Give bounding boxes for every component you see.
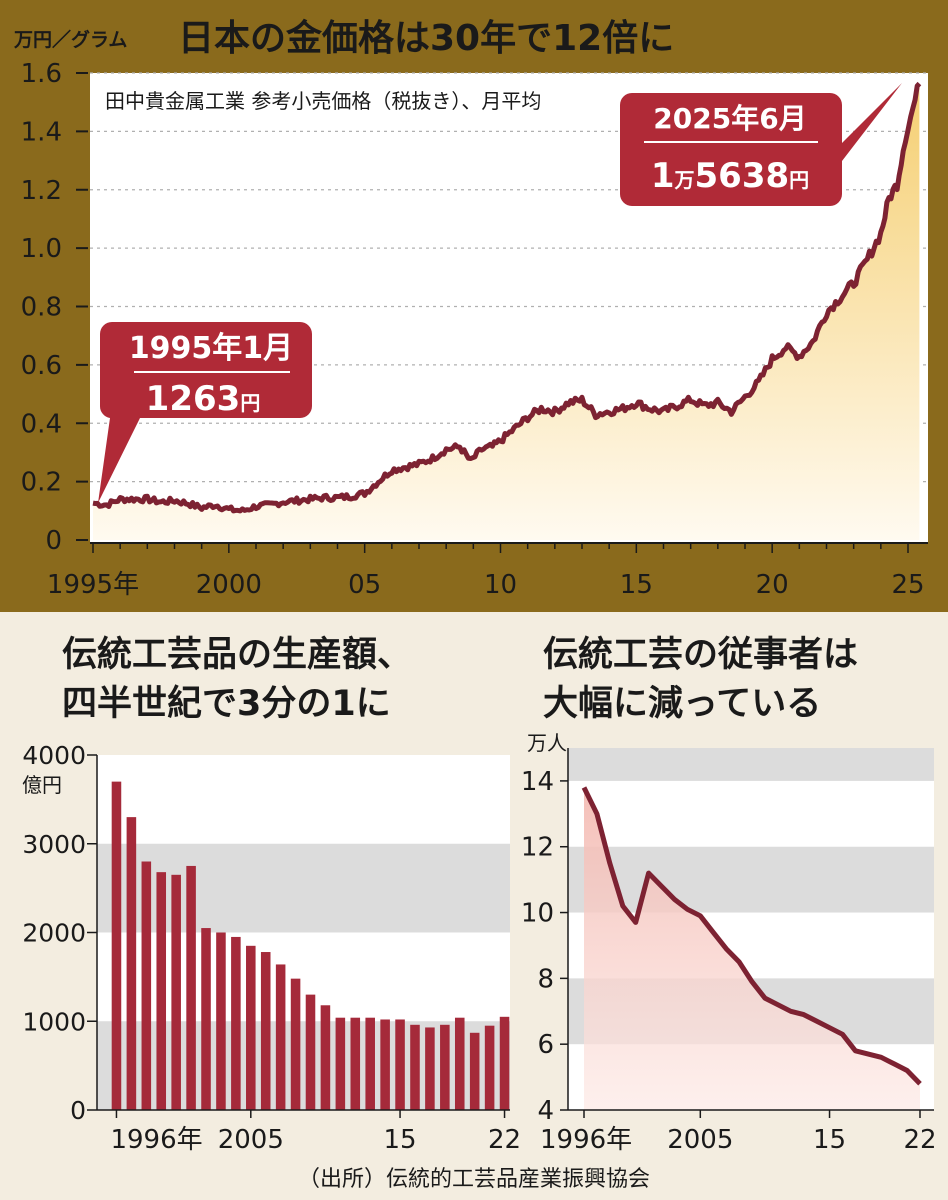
area-gray-band <box>568 748 934 781</box>
bar <box>156 872 167 1110</box>
gold-x-tick-label: 25 <box>891 570 924 600</box>
gold-y-tick-label: 0.8 <box>21 293 62 323</box>
area-x-tick-label: 15 <box>813 1125 846 1155</box>
callout-1995-price: 1263円 <box>146 379 261 419</box>
area-x-tick-label: 1996年 <box>540 1125 632 1155</box>
area-chart-title-line2: 大幅に減っている <box>543 684 821 724</box>
gold-x-tick-label: 10 <box>484 570 517 600</box>
area-x-tick-label: 22 <box>903 1125 936 1155</box>
gold-y-axis-label: 万円／グラム <box>13 28 127 51</box>
bar <box>425 1027 435 1110</box>
bar-x-tick-label: 2005 <box>218 1125 284 1155</box>
gold-y-tick-label: 0.4 <box>21 409 62 439</box>
bar-y-tick-label: 0 <box>70 1096 86 1125</box>
gold-x-tick-label: 15 <box>620 570 653 600</box>
bar <box>246 945 256 1110</box>
area-chart-y-unit: 万人 <box>527 731 567 755</box>
gold-x-tick-label: 1995年 <box>47 570 139 600</box>
bar-x-tick-label: 22 <box>488 1125 521 1155</box>
bar <box>111 781 122 1110</box>
area-x-tick-label: 2005 <box>667 1125 733 1155</box>
area-gray-band <box>568 846 934 913</box>
bar <box>484 1025 495 1110</box>
bar <box>454 1017 465 1110</box>
bar-y-tick-label: 3000 <box>22 830 86 859</box>
bar <box>186 865 196 1110</box>
bar-x-tick-label: 15 <box>384 1125 417 1155</box>
bar <box>231 936 241 1110</box>
callout-2025: 2025年6月 1万5638円 <box>620 83 902 206</box>
area-y-tick-label: 6 <box>537 1030 554 1060</box>
bar-chart-y-unit: 億円 <box>22 773 62 797</box>
bar <box>350 1017 361 1110</box>
bar-y-tick-label: 4000 <box>22 741 86 770</box>
bar <box>365 1017 375 1110</box>
callout-2025-box <box>620 83 902 206</box>
callout-1995: 1995年1月 1263円 <box>98 322 312 503</box>
area-chart-y-axis: 4 6 8 10 12 14 <box>521 748 934 1126</box>
bar <box>275 964 286 1110</box>
callout-1995-box <box>98 322 312 503</box>
gold-y-tick-label: 0.2 <box>21 468 62 498</box>
workers-line <box>581 786 922 1086</box>
bar-chart-x-axis: 1996年 2005 15 22 <box>110 1110 521 1155</box>
gold-y-tick-label: 0.6 <box>21 351 62 381</box>
bar <box>395 1019 405 1110</box>
gold-y-axis: 0 0.2 0.4 0.6 0.8 1.0 1.2 1.4 1.6 <box>21 59 928 556</box>
bar <box>171 874 181 1110</box>
callout-2025-price: 1万5638円 <box>651 156 809 196</box>
bar <box>305 994 316 1110</box>
gold-x-tick-label: 2000 <box>196 570 262 600</box>
gold-price-area <box>93 83 920 540</box>
bar-chart-bars <box>111 781 510 1110</box>
workers-area <box>584 787 920 1110</box>
bar <box>260 952 271 1110</box>
bar-y-tick-label: 1000 <box>22 1007 86 1036</box>
area-chart-title-line1: 伝統工芸の従事者は <box>543 635 858 675</box>
gold-y-tick-label: 0 <box>45 526 62 556</box>
gold-y-tick-label: 1.4 <box>21 117 62 147</box>
bar <box>440 1024 450 1110</box>
gold-y-tick-label: 1.0 <box>21 234 62 264</box>
area-chart-x-axis: 1996年 2005 15 22 <box>540 1110 937 1155</box>
bar <box>499 1016 510 1110</box>
bar <box>469 1032 480 1110</box>
callout-2025-date: 2025年6月 <box>653 102 806 135</box>
bar <box>320 1005 331 1110</box>
bar <box>410 1024 420 1110</box>
area-y-tick-label: 14 <box>521 767 554 797</box>
bar-x-tick-label: 1996年 <box>110 1125 202 1155</box>
gold-x-tick-label: 20 <box>756 570 789 600</box>
gold-x-tick-label: 05 <box>348 570 381 600</box>
gold-note: 田中貴金属工業 参考小売価格（税抜き）、月平均 <box>105 89 541 113</box>
area-y-tick-label: 10 <box>521 899 554 929</box>
bar <box>216 932 226 1110</box>
gold-y-tick-label: 1.6 <box>21 59 62 89</box>
area-y-tick-label: 8 <box>537 964 554 994</box>
bar <box>201 928 211 1110</box>
bar-chart-title-line2: 四半世紀で3分の1に <box>62 684 391 724</box>
bar <box>290 978 301 1110</box>
callout-1995-date: 1995年1月 <box>129 331 293 366</box>
bar-chart-y-axis: 0 1000 2000 3000 4000 <box>22 741 510 1125</box>
gold-price-line <box>92 81 922 514</box>
bar-chart-title-line1: 伝統工芸品の生産額、 <box>62 635 412 675</box>
bar-y-tick-label: 2000 <box>22 919 86 948</box>
source-note: （出所）伝統的工芸品産業振興協会 <box>298 1167 650 1192</box>
area-y-tick-label: 12 <box>521 833 554 863</box>
bar <box>380 1019 390 1110</box>
area-y-tick-label: 4 <box>537 1096 554 1126</box>
bar <box>141 861 152 1110</box>
bar <box>126 817 137 1110</box>
page-title: 日本の金価格は30年で12倍に <box>178 17 674 59</box>
gold-x-axis: 1995年 2000 05 10 15 20 25 <box>47 543 925 600</box>
gold-y-tick-label: 1.2 <box>21 176 62 206</box>
bar <box>335 1017 346 1110</box>
